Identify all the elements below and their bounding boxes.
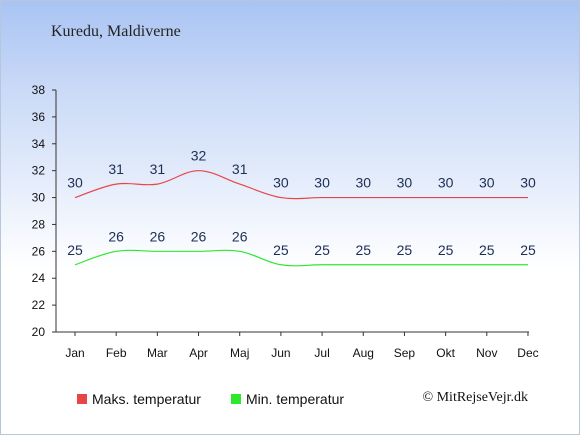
data-label-max: 30 [397,175,413,191]
x-tick-label: Jul [314,346,329,360]
x-tick-label: Apr [189,346,208,360]
data-label-max: 31 [108,161,124,177]
data-label-min: 26 [108,228,124,244]
legend-swatch-min [231,394,241,404]
y-tick-label: 22 [32,298,46,312]
series-line-max [74,170,528,200]
y-tick-label: 20 [32,325,46,339]
x-tick-label: Okt [436,346,455,360]
data-label-max: 30 [314,175,330,191]
data-label-min: 26 [191,228,207,244]
data-label-min: 25 [314,242,330,258]
location-title: Kuredu, Maldiverne [51,23,181,40]
data-label-min: 25 [273,242,289,258]
data-label-min: 25 [438,242,454,258]
data-label-min: 25 [479,242,495,258]
copyright-notice: © MitRejseVejr.dk [422,390,528,405]
data-label-min: 25 [520,242,536,258]
x-tick-label: Maj [230,346,249,360]
data-label-min: 26 [232,228,248,244]
x-tick-label: Sep [394,346,416,360]
legend-swatch-max [77,394,87,404]
x-tick-label: Aug [353,346,374,360]
data-label-max: 30 [67,175,83,191]
y-tick-label: 28 [32,217,46,231]
data-label-max: 32 [191,148,207,164]
legend-item-max: Maks. temperatur [77,391,201,407]
y-tick-label: 38 [32,83,46,97]
data-label-max: 30 [479,175,495,191]
data-label-max: 30 [520,175,536,191]
data-label-max: 30 [273,175,289,191]
x-tick-label: Dec [517,346,538,360]
legend-label-max: Maks. temperatur [92,391,201,407]
data-label-min: 25 [67,242,83,258]
legend-label-min: Min. temperatur [246,391,345,407]
x-tick-label: Nov [476,346,497,360]
data-label-max: 31 [232,161,248,177]
y-tick-label: 36 [32,110,46,124]
series-line-min [74,249,528,267]
y-tick-label: 32 [32,164,46,178]
legend-item-min: Min. temperatur [231,391,344,407]
data-label-min: 25 [355,242,371,258]
x-tick-label: Jan [65,346,84,360]
y-tick-label: 30 [32,191,46,205]
data-label-max: 30 [438,175,454,191]
data-label-min: 25 [397,242,413,258]
y-tick-label: 26 [32,244,46,258]
y-tick-label: 34 [32,137,46,151]
data-label-min: 26 [150,228,166,244]
x-tick-label: Mar [147,346,168,360]
data-label-max: 31 [150,161,166,177]
x-tick-label: Jun [271,346,290,360]
x-tick-label: Feb [106,346,127,360]
data-label-max: 30 [355,175,371,191]
y-tick-label: 24 [32,271,46,285]
